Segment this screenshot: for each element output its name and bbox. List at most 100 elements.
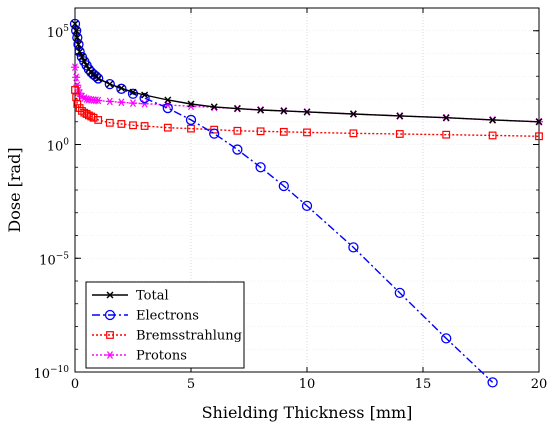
- data-point-total: [257, 106, 265, 114]
- data-point-bremsstrahlung: [395, 130, 404, 138]
- data-point-electrons: [116, 83, 127, 94]
- data-point-electrons: [104, 78, 115, 90]
- data-point-total: [71, 20, 79, 28]
- data-point-total: [129, 88, 137, 96]
- legend-marker: [106, 331, 114, 339]
- legend-label: Protons: [136, 349, 187, 364]
- data-point-total: [74, 40, 82, 48]
- data-point-protons: [140, 99, 149, 108]
- data-point-protons: [72, 73, 81, 82]
- data-point-electrons: [162, 102, 173, 114]
- data-point-bremsstrahlung: [117, 120, 126, 128]
- data-point-electrons: [139, 92, 150, 104]
- data-point-total: [117, 84, 125, 92]
- x-axis-title: Shielding Thickness [mm]: [202, 403, 413, 422]
- y-tick-label: 100: [47, 138, 70, 155]
- data-point-total: [233, 105, 241, 113]
- data-point-bremsstrahlung: [535, 132, 543, 141]
- data-point-electrons: [348, 242, 359, 253]
- data-point-protons: [73, 81, 82, 90]
- data-point-bremsstrahlung: [140, 122, 149, 130]
- data-point-total: [73, 34, 81, 42]
- data-point-electrons: [69, 18, 81, 30]
- data-point-total: [78, 53, 86, 61]
- data-point-electrons: [71, 25, 82, 36]
- data-point-total: [442, 114, 450, 122]
- data-point-protons: [129, 99, 137, 107]
- data-point-electrons: [232, 144, 243, 155]
- data-point-bremsstrahlung: [105, 118, 114, 127]
- y-tick-label: 105: [47, 24, 70, 41]
- data-point-electrons: [487, 377, 498, 388]
- legend-item-total: Total: [92, 289, 169, 304]
- data-point-protons: [71, 63, 79, 72]
- data-point-electrons: [394, 287, 405, 299]
- legend-label: Total: [136, 289, 169, 304]
- data-point-bremsstrahlung: [442, 130, 451, 139]
- legend-marker: [104, 309, 116, 321]
- data-point-protons: [117, 98, 126, 107]
- data-point-total: [396, 112, 404, 120]
- data-point-total: [164, 96, 172, 104]
- x-tick-label: 20: [531, 377, 548, 392]
- data-point-bremsstrahlung: [303, 128, 311, 137]
- data-point-electrons: [255, 162, 266, 173]
- data-point-electrons: [185, 114, 197, 126]
- legend-item-bremsstrahlung: Bremsstrahlung: [92, 329, 242, 344]
- data-point-total: [76, 48, 84, 56]
- data-point-bremsstrahlung: [210, 125, 219, 134]
- series-total: [71, 20, 543, 126]
- data-point-total: [80, 57, 88, 65]
- data-point-electrons: [441, 333, 452, 344]
- series-group: [69, 18, 543, 388]
- data-point-total: [210, 103, 218, 111]
- data-point-bremsstrahlung: [73, 100, 82, 108]
- data-point-bremsstrahlung: [279, 127, 288, 136]
- data-point-bremsstrahlung: [233, 126, 242, 135]
- data-point-bremsstrahlung: [94, 116, 103, 124]
- legend-marker: [106, 291, 114, 299]
- legend-box: [85, 281, 245, 369]
- data-point-electrons: [74, 46, 85, 57]
- data-point-total: [489, 116, 497, 124]
- data-point-protons: [94, 96, 103, 105]
- data-point-total: [106, 80, 114, 88]
- data-point-total: [94, 74, 102, 82]
- data-point-electrons: [209, 128, 220, 139]
- y-axis-title: Dose [rad]: [5, 147, 24, 232]
- data-point-bremsstrahlung: [85, 111, 93, 120]
- data-point-total: [83, 61, 91, 69]
- legend-marker: [106, 351, 114, 359]
- legend: Total Electrons Bremsstrahlung Protons: [85, 281, 245, 369]
- data-point-electrons: [301, 200, 313, 212]
- axis-ticks: 0 5 10 15 20 105 100 10−5 10−10: [33, 7, 548, 392]
- legend-label: Bremsstrahlung: [136, 329, 242, 344]
- data-point-bremsstrahlung: [71, 86, 79, 94]
- data-point-total: [303, 108, 311, 116]
- data-point-total: [535, 118, 543, 126]
- data-point-total: [349, 110, 357, 118]
- legend-label: Electrons: [136, 309, 199, 324]
- data-point-total: [72, 27, 80, 35]
- x-tick-label: 10: [299, 377, 316, 392]
- data-point-electrons: [278, 180, 289, 192]
- data-point-bremsstrahlung: [488, 131, 497, 140]
- data-point-bremsstrahlung: [256, 127, 265, 136]
- legend-item-protons: Protons: [92, 349, 187, 364]
- series-bremsstrahlung: [71, 86, 543, 141]
- series-line-bremsstrahlung: [74, 89, 540, 137]
- data-point-electrons: [72, 32, 83, 43]
- data-point-bremsstrahlung: [129, 121, 137, 130]
- data-point-total: [187, 100, 195, 108]
- data-point-total: [141, 91, 149, 99]
- y-tick-label: 10−5: [39, 251, 69, 268]
- data-point-total: [280, 107, 288, 115]
- x-tick-label: 0: [71, 377, 79, 392]
- data-point-protons: [105, 97, 114, 106]
- y-tick-label: 10−10: [33, 365, 69, 382]
- data-point-bremsstrahlung: [89, 113, 98, 122]
- legend-item-electrons: Electrons: [92, 309, 199, 324]
- data-point-bremsstrahlung: [163, 123, 172, 132]
